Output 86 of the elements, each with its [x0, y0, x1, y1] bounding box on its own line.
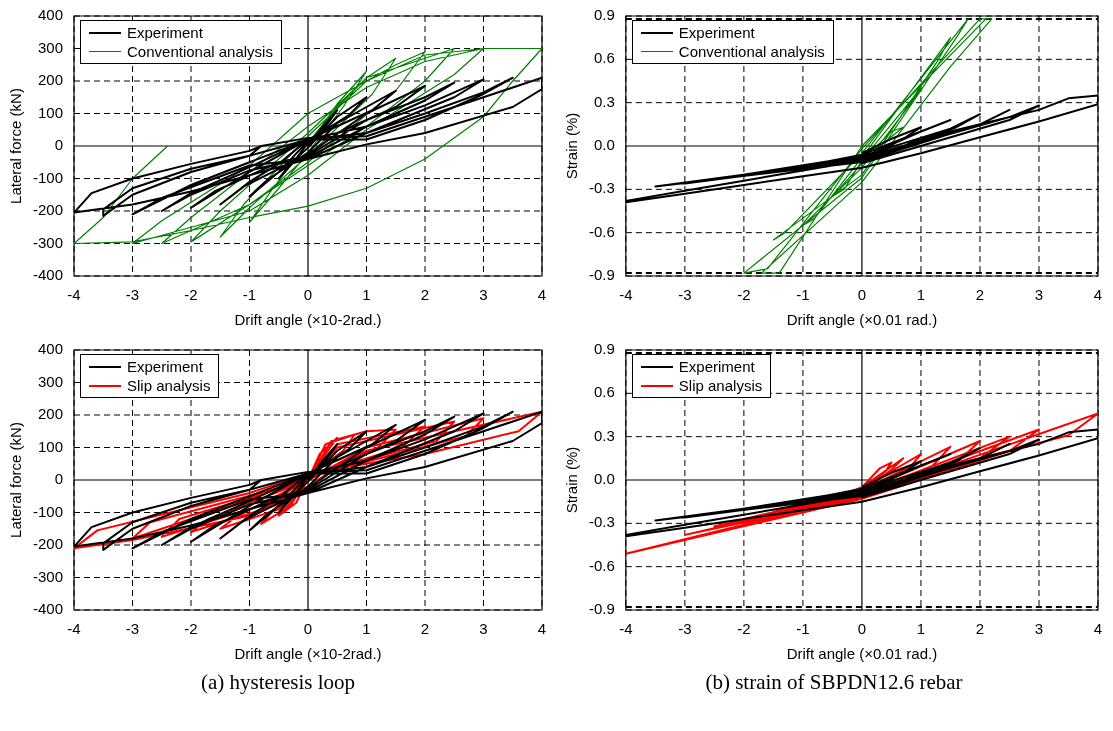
x-tick-label: 4	[537, 286, 547, 304]
x-tick-label: 1	[916, 286, 926, 304]
x-tick-label: -2	[737, 620, 751, 638]
x-tick-label: -2	[737, 286, 751, 304]
y-tick-label: 0.9	[593, 6, 615, 24]
x-tick-label: -1	[796, 620, 810, 638]
y-tick-label: -300	[32, 567, 64, 585]
y-axis-title: Lateral force (kN)	[7, 88, 25, 204]
x-tick-label: 2	[420, 620, 430, 638]
text: (b) strain of SBPDN12.6 rebar	[704, 670, 964, 695]
x-tick-label: 4	[537, 620, 547, 638]
x-tick-label: 2	[975, 286, 985, 304]
y-tick-label: 0.3	[593, 92, 615, 110]
legend-label: Conventional analysis	[678, 42, 825, 61]
y-tick-label: -400	[32, 600, 64, 618]
y-tick-label: 0	[54, 470, 64, 488]
x-tick-label: -3	[125, 620, 140, 638]
y-tick-label: 0.3	[593, 426, 615, 444]
x-tick-label: 1	[362, 620, 371, 638]
y-axis-title: Lateral force (kN)	[7, 422, 25, 538]
y-tick-label: -0.9	[588, 600, 615, 618]
y-tick-label: 0.6	[593, 49, 615, 67]
x-tick-label: -4	[67, 620, 81, 638]
legend-label: Experiment	[678, 23, 755, 42]
x-axis-title: Drift angle (×0.01 rad.)	[786, 645, 938, 663]
x-axis-title: Drift angle (×10-2rad.)	[234, 311, 382, 329]
x-tick-label: 1	[916, 620, 926, 638]
y-tick-label: 0.0	[593, 136, 615, 154]
legend-label: Conventional analysis	[127, 42, 273, 61]
y-tick-label: -0.3	[588, 179, 615, 197]
x-tick-label: 3	[479, 620, 488, 638]
legend-label: Slip analysis	[127, 376, 211, 395]
x-tick-label: -4	[67, 286, 81, 304]
x-tick-label: 1	[362, 286, 371, 304]
x-tick-label: 2	[420, 286, 430, 304]
y-tick-label: -100	[32, 502, 64, 520]
y-tick-label: 200	[37, 405, 64, 423]
x-tick-label: 0	[857, 286, 867, 304]
y-tick-label: 0.9	[593, 340, 615, 358]
x-axis-title: Drift angle (×10-2rad.)	[234, 645, 382, 663]
x-tick-label: -1	[242, 620, 257, 638]
y-tick-label: 300	[37, 372, 64, 390]
text: (a) hysteresis loop	[200, 670, 356, 695]
x-tick-label: -1	[242, 286, 257, 304]
y-axis-title: Strain (%)	[563, 446, 581, 514]
x-tick-label: -3	[125, 286, 140, 304]
x-tick-label: 0	[303, 286, 313, 304]
x-tick-label: 4	[1093, 286, 1103, 304]
y-tick-label: -200	[32, 535, 64, 553]
y-tick-label: 200	[37, 71, 64, 89]
y-tick-label: -0.6	[588, 556, 615, 574]
x-tick-label: 3	[1034, 620, 1044, 638]
y-tick-label: -0.3	[588, 513, 615, 531]
y-tick-label: -300	[32, 233, 64, 251]
x-tick-label: 3	[479, 286, 488, 304]
y-tick-label: 300	[37, 38, 64, 56]
legend-label: Slip analysis	[678, 376, 763, 395]
x-tick-label: 4	[1093, 620, 1103, 638]
x-tick-label: -3	[678, 286, 692, 304]
y-tick-label: -0.9	[588, 266, 615, 284]
y-tick-label: 0	[54, 136, 64, 154]
x-tick-label: 2	[975, 620, 985, 638]
x-tick-label: -2	[184, 620, 198, 638]
y-tick-label: -0.6	[588, 222, 615, 240]
y-axis-title: Strain (%)	[563, 112, 581, 180]
y-tick-label: 100	[37, 103, 64, 121]
x-tick-label: -1	[796, 286, 810, 304]
x-tick-label: 3	[1034, 286, 1044, 304]
x-tick-label: -3	[678, 620, 692, 638]
x-tick-label: -4	[619, 620, 633, 638]
y-tick-label: -400	[32, 266, 64, 284]
y-tick-label: -100	[32, 168, 64, 186]
x-tick-label: 0	[303, 620, 313, 638]
x-tick-label: -4	[619, 286, 633, 304]
y-tick-label: 400	[37, 6, 64, 24]
y-tick-label: 0.0	[593, 470, 615, 488]
y-tick-label: -200	[32, 201, 64, 219]
y-tick-label: 100	[37, 437, 64, 455]
y-tick-label: 0.6	[593, 383, 615, 401]
y-tick-label: 400	[37, 340, 64, 358]
legend-label: Experiment	[678, 357, 755, 376]
x-axis-title: Drift angle (×0.01 rad.)	[786, 311, 938, 329]
legend-label: Experiment	[127, 357, 203, 376]
x-tick-label: 0	[857, 620, 867, 638]
x-tick-label: -2	[184, 286, 198, 304]
legend-label: Experiment	[127, 23, 203, 42]
